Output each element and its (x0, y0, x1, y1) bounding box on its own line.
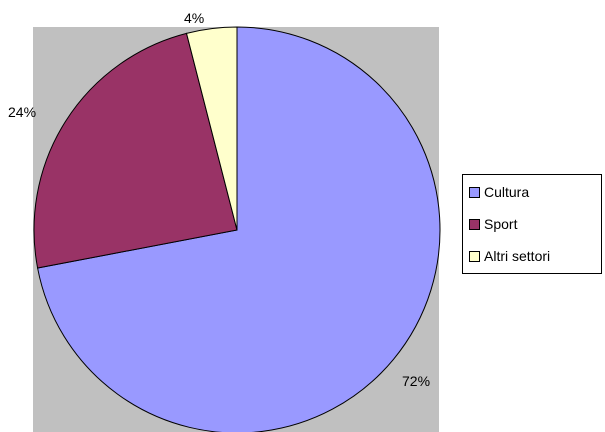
pie-slice-altri-settori (185, 26, 238, 231)
legend-item-altri-settori: Altri settori (469, 246, 550, 266)
pie-slices (33, 26, 441, 432)
data-label-cultura: 72% (402, 373, 430, 389)
pie-slice-sport (33, 32, 238, 269)
legend-label-cultura: Cultura (484, 184, 530, 200)
legend-item-cultura: Cultura (469, 182, 529, 202)
legend: Cultura Sport Altri settori (462, 174, 602, 274)
legend-swatch-cultura (469, 186, 480, 198)
legend-item-sport: Sport (469, 214, 517, 234)
data-label-sport: 24% (8, 104, 36, 120)
data-label-altri-settori: 4% (184, 10, 204, 26)
pie-slice-cultura (37, 26, 441, 432)
legend-swatch-altri-settori (469, 250, 480, 262)
legend-label-sport: Sport (484, 216, 518, 232)
legend-swatch-sport (469, 218, 480, 230)
legend-label-altri-settori: Altri settori (484, 248, 551, 264)
